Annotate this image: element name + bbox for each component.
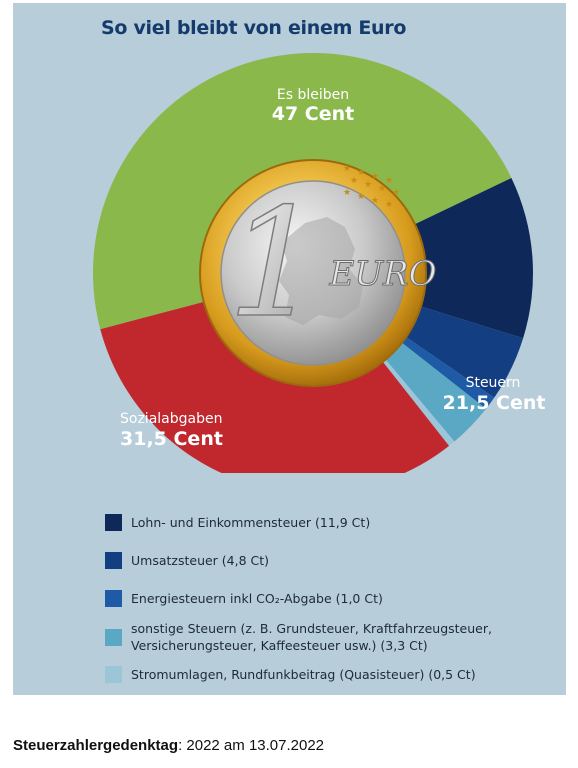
pie-slice-6	[100, 301, 450, 473]
star-icon: ★	[371, 172, 379, 182]
infographic-panel: So viel bleibt von einem Euro	[13, 3, 566, 695]
star-icon: ★	[357, 192, 365, 202]
label-sozialabgaben-value: 31,5 Cent	[120, 428, 223, 450]
label-es-bleiben-name: Es bleiben	[277, 87, 349, 103]
star-icon: ★	[343, 188, 351, 198]
star-icon: ★	[343, 164, 351, 174]
chart-title: So viel bleibt von einem Euro	[101, 17, 407, 39]
legend-swatch	[105, 628, 122, 646]
label-steuern-value: 21,5 Cent	[443, 392, 546, 414]
legend-swatch	[105, 514, 122, 531]
star-icon: ★	[385, 200, 393, 210]
legend-label: Stromumlagen, Rundfunkbeitrag (Quasisteu…	[131, 667, 476, 682]
legend-label: Lohn- und Einkommensteuer (11,9 Ct)	[131, 515, 371, 530]
label-sozialabgaben-name: Sozialabgaben	[120, 411, 222, 427]
legend-item-stromumlagen: Stromumlagen, Rundfunkbeitrag (Quasisteu…	[105, 666, 476, 683]
star-icon: ★	[357, 168, 365, 178]
legend-swatch	[105, 590, 122, 607]
pie-slice-0	[93, 53, 512, 330]
slice-group	[93, 53, 533, 473]
star-icon: ★	[378, 184, 386, 194]
star-icon: ★	[364, 180, 372, 190]
coin-text: EURO	[329, 254, 437, 294]
coin-numeral: 1	[227, 177, 322, 351]
legend-item-lohnsteuer: Lohn- und Einkommensteuer (11,9 Ct)	[105, 514, 370, 531]
legend-item-umsatzsteuer: Umsatzsteuer (4,8 Ct)	[105, 552, 269, 569]
legend-item-energiesteuern: Energiesteuern inkl CO₂-Abgabe (1,0 Ct)	[105, 590, 383, 607]
euro-coin-icon: ★ ★ ★ ★★ ★ ★ ★★ ★ ★ ★ 1 EURO	[199, 159, 437, 387]
legend-item-sonstige-steuern: sonstige Steuern (z. B. Grundsteuer, Kra…	[105, 620, 492, 654]
donut-chart: ★ ★ ★ ★★ ★ ★ ★★ ★ ★ ★ 1 EURO Es bleiben 47 Cent S…	[93, 53, 546, 473]
star-icon: ★	[350, 176, 358, 186]
legend-label: Umsatzsteuer (4,8 Ct)	[131, 553, 270, 568]
star-icon: ★	[371, 196, 379, 206]
pie-slice-2	[403, 305, 524, 398]
star-icon: ★	[392, 188, 400, 198]
pie-slice-3	[399, 335, 495, 409]
label-steuern-name: Steuern	[466, 375, 521, 391]
pie-slice-1	[412, 177, 533, 339]
pie-slice-4	[383, 340, 487, 442]
legend-label: Energiesteuern inkl CO₂-Abgabe (1,0 Ct)	[131, 591, 383, 606]
star-icon: ★	[385, 176, 393, 186]
label-es-bleiben-value: 47 Cent	[272, 103, 355, 125]
legend-label: sonstige Steuern (z. B. Grundsteuer, Kra…	[131, 621, 492, 653]
stars-icon: ★ ★ ★ ★★ ★ ★ ★★ ★ ★ ★	[343, 164, 400, 210]
footer-label: Steuerzahlergedenktag	[13, 737, 179, 754]
footer-note: Steuerzahlergedenktag: 2022 am 13.07.202…	[13, 737, 324, 754]
legend-swatch	[105, 552, 122, 569]
legend-swatch	[105, 666, 122, 683]
footer-text: : 2022 am 13.07.2022	[178, 737, 325, 754]
pie-slice-5	[381, 357, 455, 446]
